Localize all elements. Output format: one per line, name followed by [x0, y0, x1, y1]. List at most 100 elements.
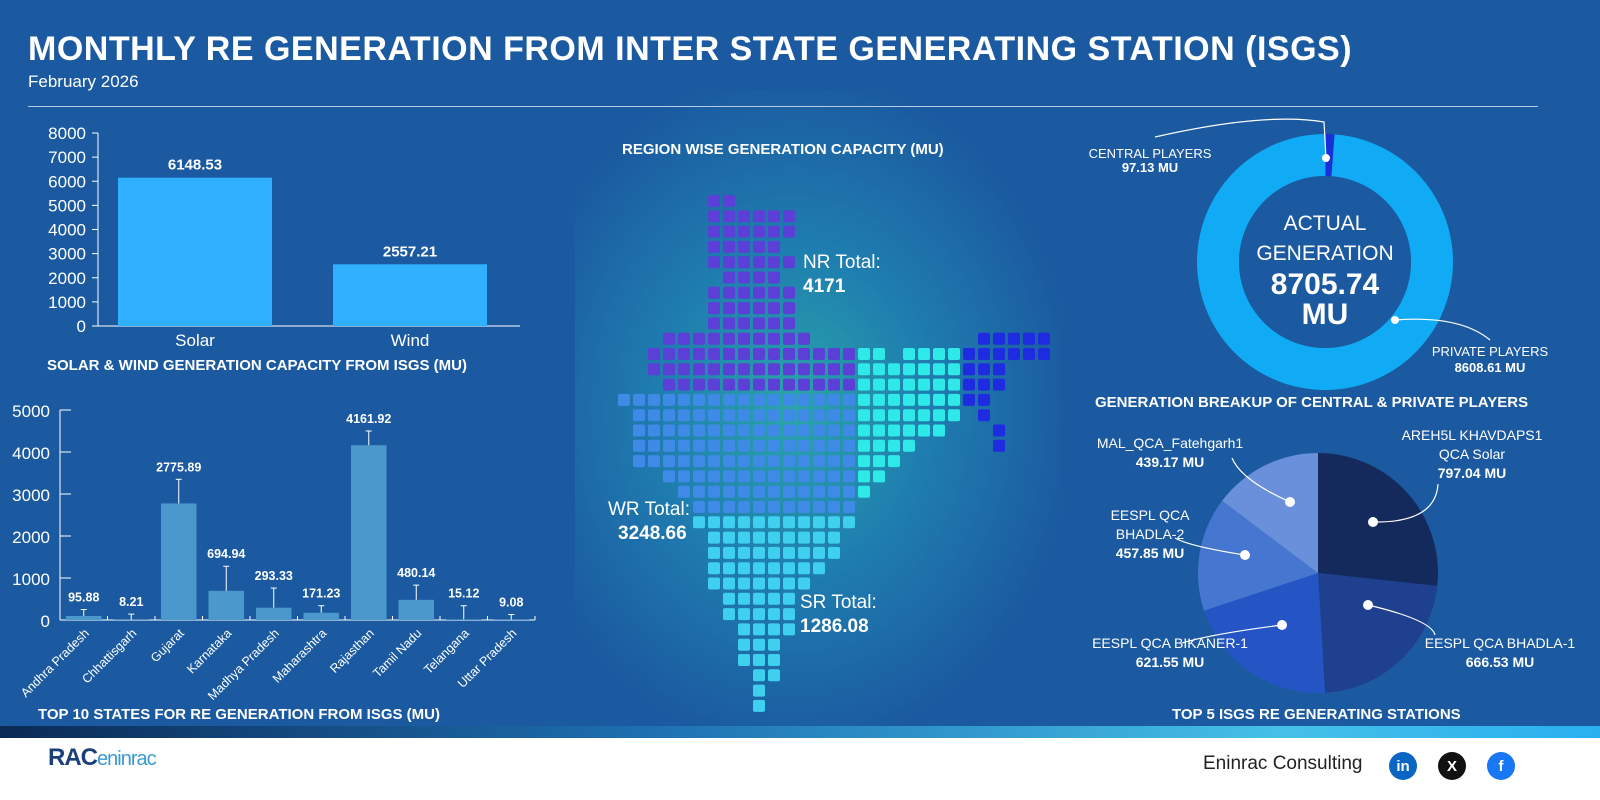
map-cell [903, 424, 915, 437]
map-cell [798, 516, 810, 529]
map-cell [813, 546, 825, 559]
map-cell [783, 225, 795, 238]
map-cell [783, 286, 795, 299]
map-cell [708, 531, 720, 544]
map-cell [738, 210, 750, 223]
map-cell [753, 501, 765, 513]
map-cell [813, 516, 825, 529]
map-cell [753, 455, 765, 468]
map-cell [903, 348, 915, 360]
map-cell [873, 424, 885, 437]
facebook-icon[interactable]: f [1487, 752, 1515, 780]
map-cell [633, 393, 645, 406]
map-cell [933, 348, 945, 360]
map-cell [783, 424, 795, 437]
map-cell [993, 378, 1005, 391]
map-cell [1008, 348, 1020, 360]
y-tick-label: 3000 [12, 486, 50, 505]
map-cell [843, 516, 855, 529]
map-cell [768, 393, 780, 406]
map-cell [828, 363, 840, 376]
slice-name: EESPL QCA BHADLA-1 [1425, 635, 1576, 651]
map-cell [753, 669, 765, 682]
map-cell [678, 409, 690, 422]
map-cell [663, 393, 675, 406]
donut-center-text: GENERATION [1256, 242, 1393, 265]
map-cell [738, 363, 750, 376]
map-cell [828, 439, 840, 452]
map-cell [708, 577, 720, 590]
map-cell [858, 470, 870, 483]
map-cell [813, 470, 825, 483]
y-tick-label: 7000 [48, 148, 86, 167]
map-cell [903, 439, 915, 452]
map-cell [933, 363, 945, 376]
map-cell [708, 348, 720, 360]
map-cell [753, 516, 765, 529]
map-cell [708, 562, 720, 575]
leader-line [1394, 318, 1491, 341]
map-cell [708, 439, 720, 452]
map-cell [678, 348, 690, 360]
india-region-map: NR Total: 4171 WR Total: 3248.66 SR Total: 12… [608, 195, 1050, 712]
map-cell [663, 348, 675, 360]
map-cell [708, 424, 720, 437]
map-cell [753, 363, 765, 376]
map-cell [708, 317, 720, 330]
map-cell [708, 302, 720, 315]
leader-line [1372, 483, 1439, 523]
map-cell [783, 608, 795, 621]
map-cell [858, 409, 870, 422]
map-cell [1023, 332, 1035, 345]
donut-center-text: ACTUAL [1284, 212, 1367, 235]
map-cell [738, 271, 750, 284]
y-tick-label: 1000 [48, 293, 86, 312]
map-cell [858, 455, 870, 468]
map-cell [723, 516, 735, 529]
map-cell [753, 378, 765, 391]
map-cell [723, 439, 735, 452]
slice-name: PRIVATE PLAYERS [1432, 344, 1549, 359]
x-icon[interactable]: X [1438, 752, 1466, 780]
map-cell [813, 378, 825, 391]
map-cell [858, 363, 870, 376]
map-cell [993, 348, 1005, 360]
map-cell [753, 608, 765, 621]
map-cell [858, 348, 870, 360]
map-cell [798, 501, 810, 513]
map-cell [813, 409, 825, 422]
map-cell [723, 562, 735, 575]
map-cell [978, 363, 990, 376]
map-cell [753, 638, 765, 651]
map-cell [708, 455, 720, 468]
map-cell [828, 378, 840, 391]
solar-wind-chart: 0 1000 2000 3000 4000 5000 6000 7000 8000 6148.53… [48, 124, 520, 350]
y-tick-label: 2000 [12, 528, 50, 547]
y-tick-label: 6000 [48, 172, 86, 191]
map-cell [708, 409, 720, 422]
map-cell [798, 424, 810, 437]
map-cell [768, 378, 780, 391]
bar-value-label: 8.21 [119, 595, 143, 609]
map-cell [708, 286, 720, 299]
map-cell [678, 485, 690, 498]
slice-name: CENTRAL PLAYERS [1089, 146, 1212, 161]
map-cell [663, 424, 675, 437]
map-cell [738, 225, 750, 238]
map-cell [723, 332, 735, 345]
map-cell [768, 516, 780, 529]
map-cell [693, 470, 705, 483]
map-cell [828, 485, 840, 498]
map-cell [708, 470, 720, 483]
map-cell [813, 455, 825, 468]
linkedin-icon[interactable]: in [1389, 752, 1417, 780]
map-cell [768, 638, 780, 651]
map-cell [843, 501, 855, 513]
map-cell [903, 363, 915, 376]
map-cell [708, 546, 720, 559]
map-cell [648, 363, 660, 376]
y-tick-label: 2000 [48, 269, 86, 288]
map-cell [723, 210, 735, 223]
map-cell [693, 378, 705, 391]
